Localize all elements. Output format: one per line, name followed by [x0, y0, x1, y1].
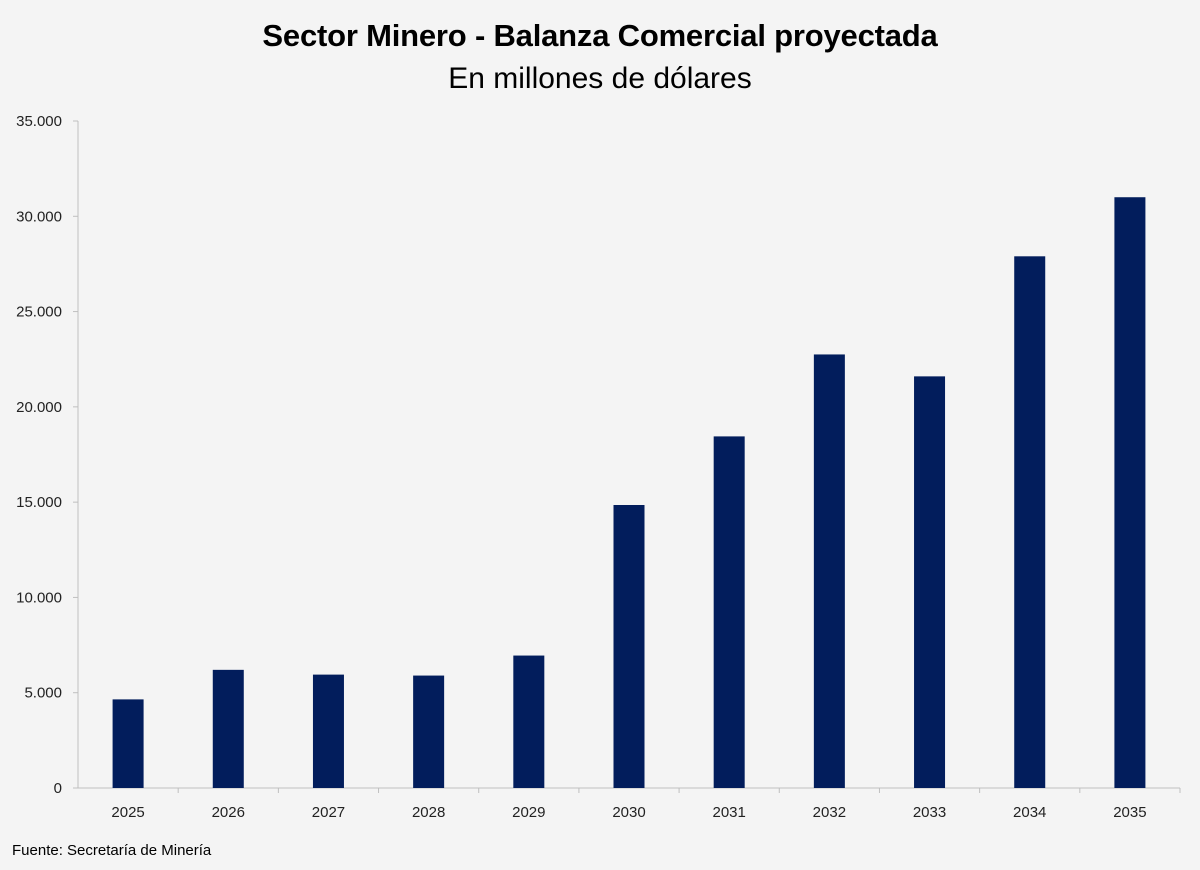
bar-series [112, 197, 1146, 788]
bar-2028 [413, 675, 445, 788]
bar-2027 [312, 674, 344, 788]
x-axis-ticks: 2025 2026 2027 2028 2029 2030 2031 2032 2033 2034… [111, 788, 1181, 821]
y-tick-label: 15.000 [16, 494, 62, 511]
bar-2030 [613, 505, 645, 788]
bar-2025 [112, 699, 144, 788]
x-tick-label: 2030 [612, 804, 645, 821]
x-tick-label: 2035 [1113, 804, 1146, 821]
y-tick-label: 35.000 [16, 113, 62, 130]
x-tick-label: 2026 [212, 804, 245, 821]
y-tick-label: 0 [54, 780, 62, 797]
x-tick-label: 2032 [813, 804, 846, 821]
bar-2034 [1014, 256, 1046, 788]
x-tick-label: 2033 [913, 804, 946, 821]
y-tick-label: 30.000 [16, 208, 62, 225]
y-axis-ticks: 0 5.000 10.000 15.000 20.000 25.000 30.000 35.0… [16, 113, 78, 797]
bar-2035 [1114, 197, 1146, 788]
y-tick-label: 5.000 [24, 685, 62, 702]
y-tick-label: 25.000 [16, 304, 62, 321]
bar-2032 [813, 354, 845, 788]
x-tick-label: 2034 [1013, 804, 1046, 821]
y-tick-label: 10.000 [16, 589, 62, 606]
x-tick-label: 2029 [512, 804, 545, 821]
x-tick-label: 2027 [312, 804, 345, 821]
bar-2026 [212, 669, 244, 788]
x-tick-label: 2025 [111, 804, 144, 821]
chart-title: Sector Minero - Balanza Comercial proyec… [262, 18, 938, 53]
bar-2029 [513, 655, 545, 788]
y-tick-label: 20.000 [16, 399, 62, 416]
bar-2033 [914, 376, 946, 788]
source-note: Fuente: Secretaría de Minería [12, 842, 212, 859]
bar-2031 [713, 436, 745, 788]
chart-subtitle: En millones de dólares [448, 62, 752, 95]
x-tick-label: 2028 [412, 804, 445, 821]
x-tick-label: 2031 [712, 804, 745, 821]
